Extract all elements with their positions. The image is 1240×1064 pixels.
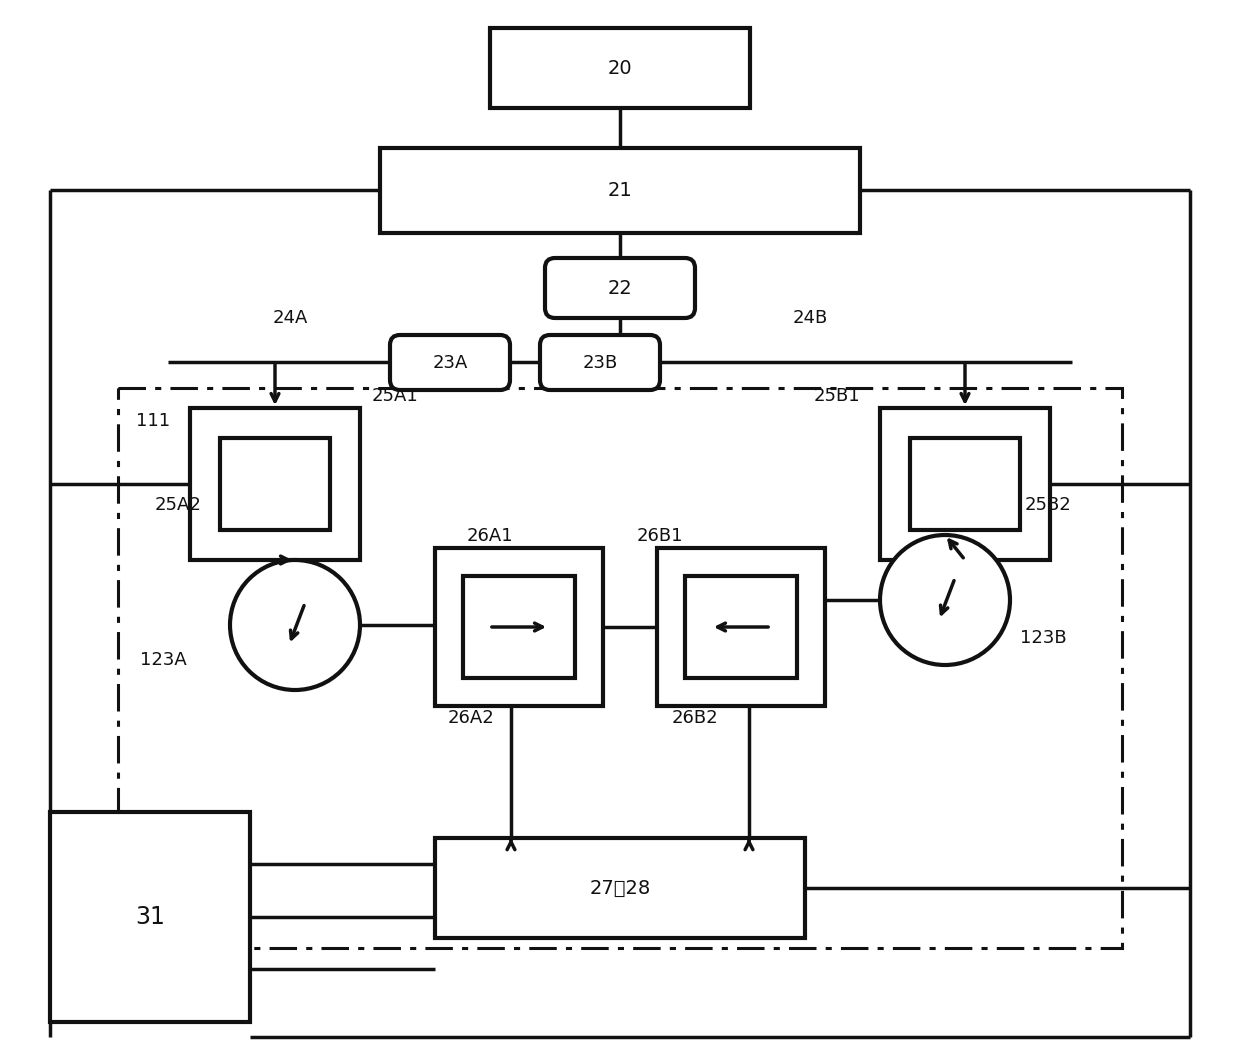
Text: 31: 31 (135, 905, 165, 929)
Bar (118, 388, 1122, 948)
Text: 22: 22 (608, 279, 632, 298)
FancyBboxPatch shape (539, 335, 660, 390)
Text: 26A2: 26A2 (448, 709, 495, 727)
Text: 25B1: 25B1 (813, 387, 861, 405)
Text: 27、28: 27、28 (589, 879, 651, 898)
Text: 26A1: 26A1 (466, 527, 513, 545)
Bar (435, 548, 603, 706)
Bar (190, 408, 360, 560)
Text: 25A2: 25A2 (155, 496, 202, 514)
Bar (219, 438, 330, 530)
Text: 26B1: 26B1 (637, 527, 683, 545)
Text: 25A1: 25A1 (372, 387, 419, 405)
Bar (657, 548, 825, 706)
Bar (379, 148, 861, 233)
FancyBboxPatch shape (546, 257, 694, 318)
Bar (684, 576, 797, 678)
Text: 123B: 123B (1021, 629, 1066, 647)
Text: 26B2: 26B2 (672, 709, 719, 727)
Bar (880, 408, 1050, 560)
Text: 123A: 123A (140, 651, 187, 669)
Text: 24A: 24A (273, 309, 308, 327)
Bar (910, 438, 1021, 530)
Bar (435, 838, 805, 938)
Circle shape (880, 535, 1011, 665)
Text: 23B: 23B (583, 354, 618, 372)
FancyBboxPatch shape (391, 335, 510, 390)
Text: 23A: 23A (433, 354, 467, 372)
Circle shape (229, 560, 360, 689)
Text: 21: 21 (608, 182, 632, 200)
Text: 24B: 24B (792, 309, 827, 327)
Bar (463, 576, 575, 678)
Text: 25B2: 25B2 (1025, 496, 1071, 514)
Bar (50, 812, 250, 1023)
Text: 111: 111 (136, 412, 170, 430)
Bar (490, 28, 750, 109)
Text: 20: 20 (608, 59, 632, 78)
